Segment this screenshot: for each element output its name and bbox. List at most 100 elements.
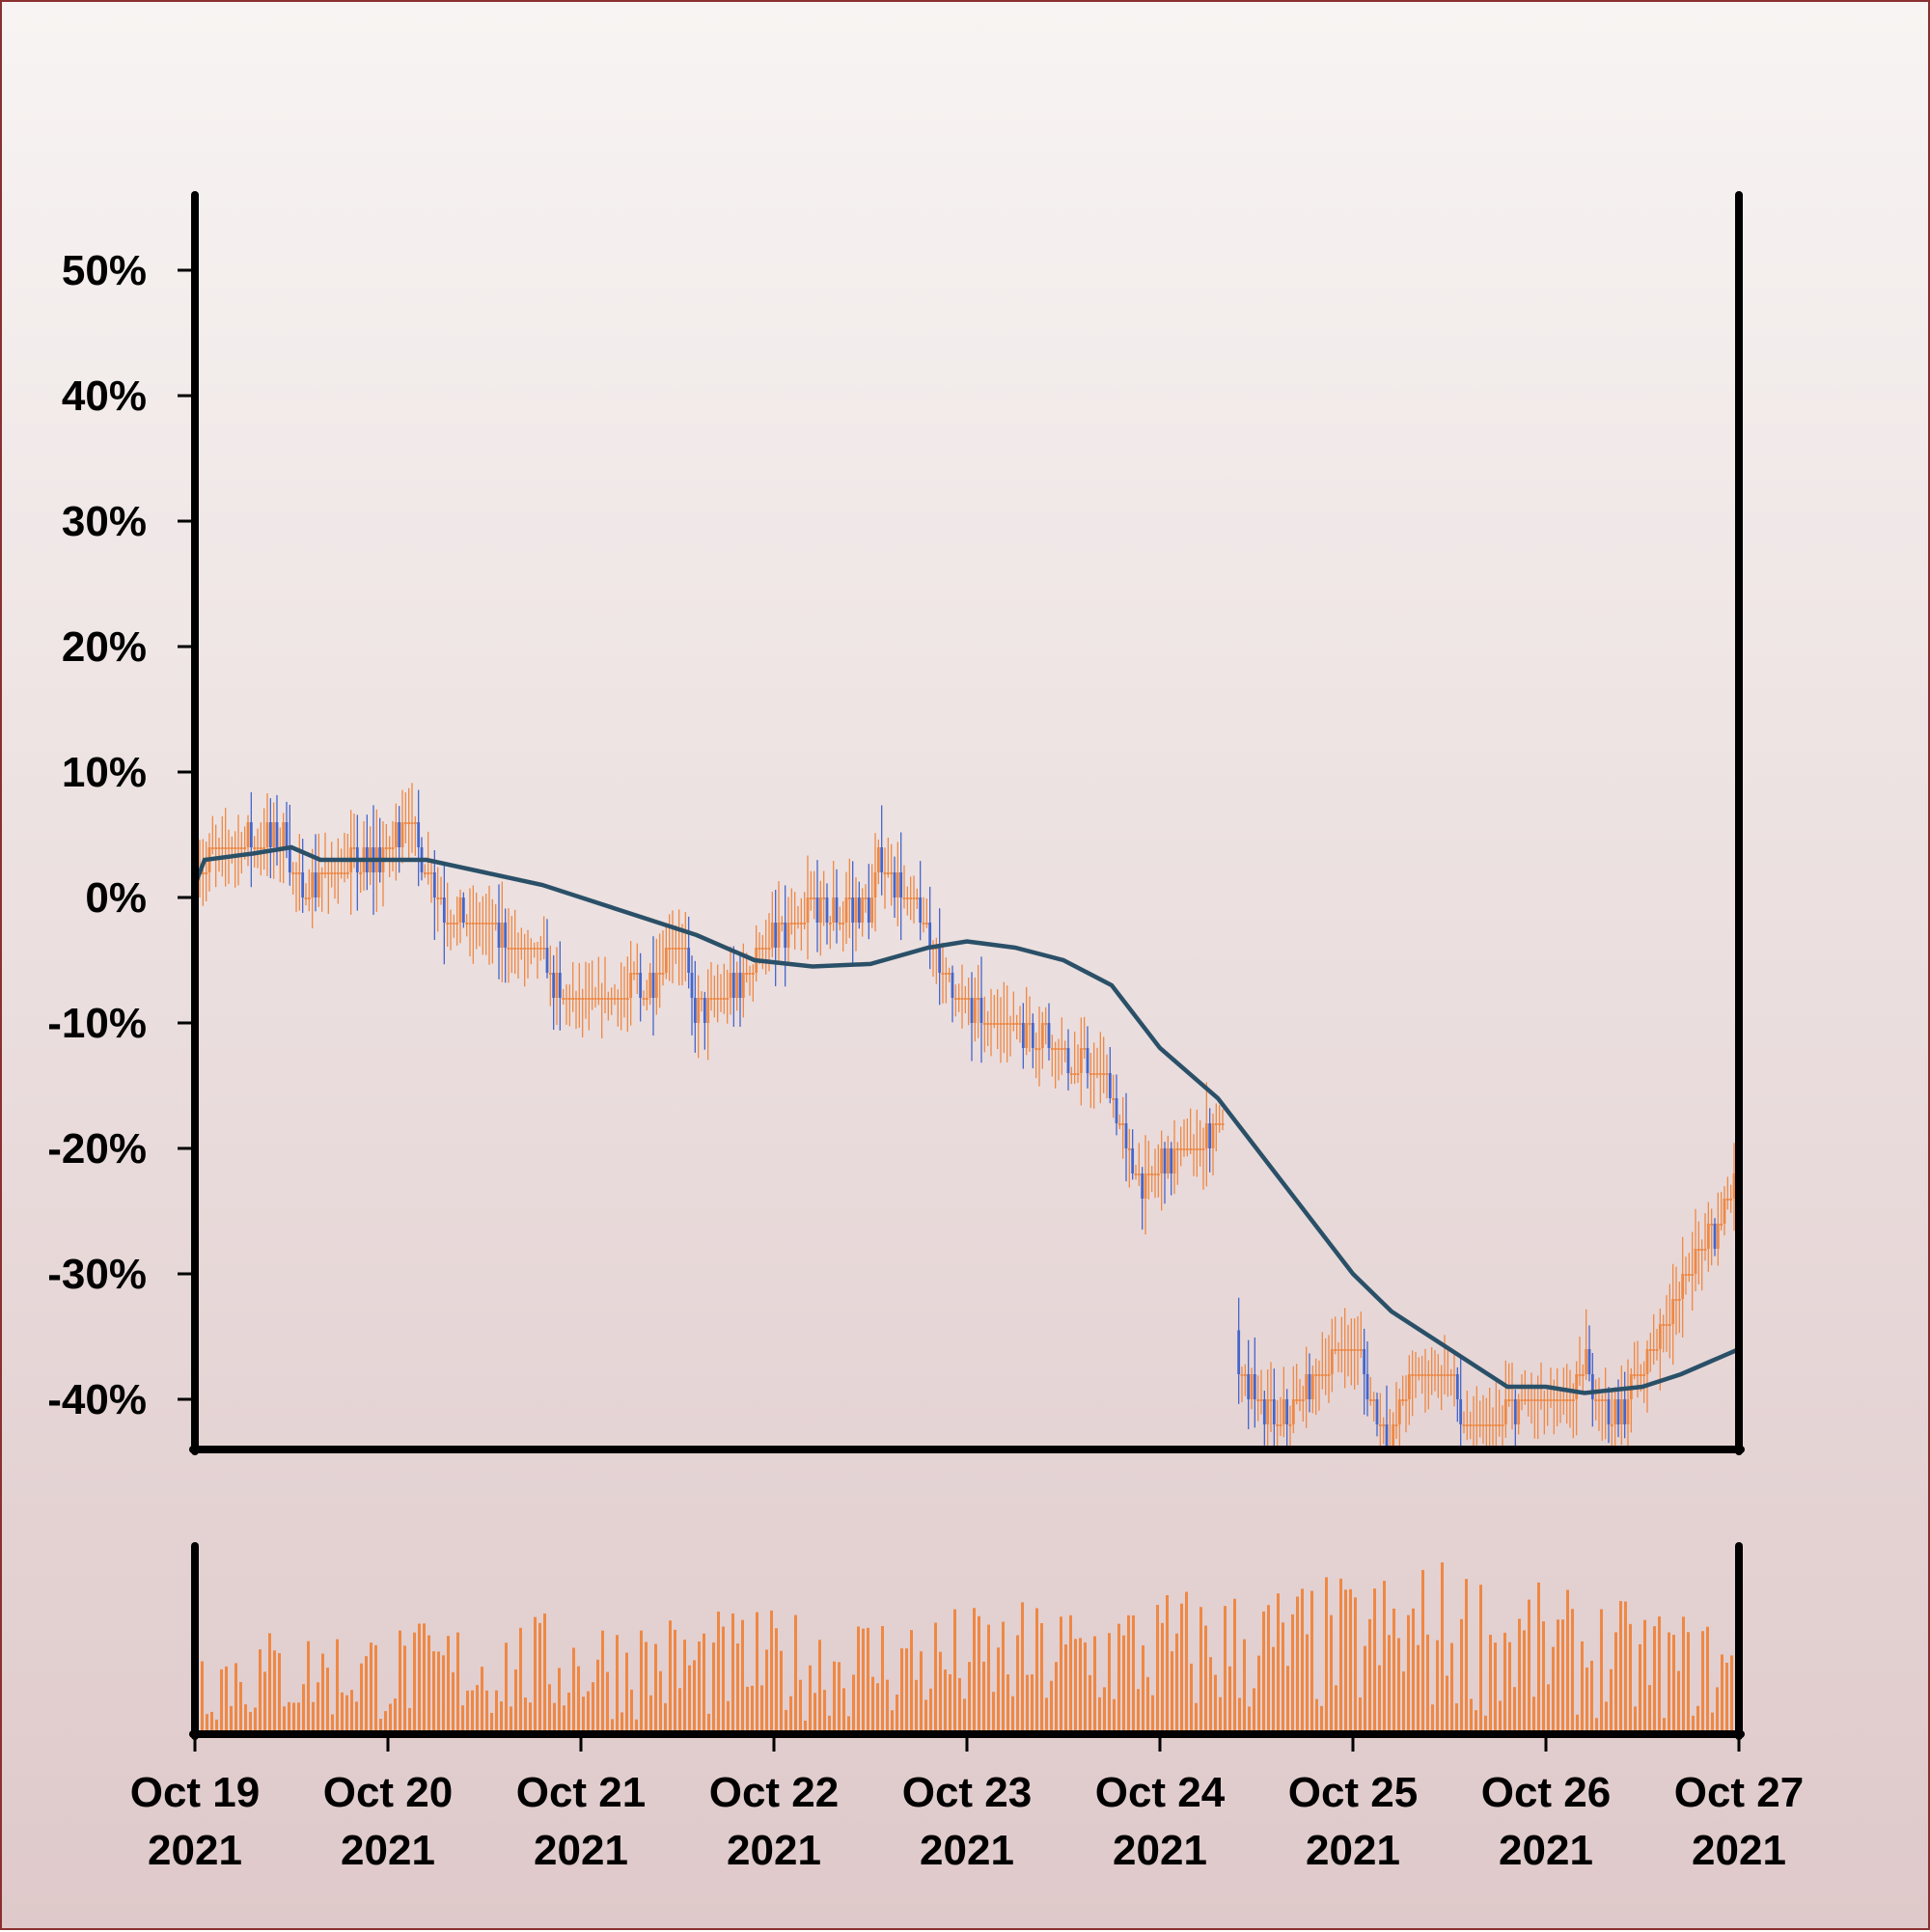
volume-bar <box>427 1635 430 1734</box>
candle-body <box>1407 1374 1411 1399</box>
volume-bar <box>635 1719 638 1734</box>
candle-body <box>1063 1048 1067 1050</box>
candle-body <box>282 822 286 847</box>
candle-body <box>461 897 465 923</box>
candle-body <box>1324 1374 1328 1376</box>
candle-body <box>565 998 568 1000</box>
candle-body <box>1513 1399 1517 1424</box>
candle-body <box>1098 1073 1102 1075</box>
candle-body <box>333 872 337 874</box>
candle-body <box>1710 1224 1714 1226</box>
candle-body <box>268 822 272 847</box>
candle-body <box>1317 1374 1321 1376</box>
x-tick-label: Oct 27 2021 <box>1674 1769 1805 1874</box>
candle-body <box>400 822 404 847</box>
candle-body <box>452 923 455 925</box>
candle-body <box>1320 1374 1324 1376</box>
volume-bar <box>1175 1633 1178 1734</box>
candle-body <box>1501 1424 1504 1426</box>
candle-body <box>864 897 868 899</box>
volume-bar <box>1479 1585 1482 1734</box>
candle-body <box>625 998 629 1000</box>
volume-bar <box>847 1716 850 1734</box>
candle-body <box>857 897 861 923</box>
volume-bar <box>1373 1588 1376 1734</box>
volume-bar <box>968 1662 971 1734</box>
candle-body <box>1430 1374 1434 1376</box>
candle-body <box>1472 1424 1475 1426</box>
volume-bar <box>230 1705 233 1734</box>
volume-bar <box>437 1651 440 1734</box>
candle-body <box>726 998 730 1000</box>
volume-bar <box>432 1651 435 1734</box>
candle-body <box>703 998 706 1023</box>
candle-body <box>1134 1173 1138 1175</box>
candle-body <box>407 822 411 824</box>
candle-body <box>828 923 832 925</box>
candle-body <box>1568 1399 1572 1401</box>
volume-bar <box>1190 1663 1193 1734</box>
candle-body <box>1684 1274 1688 1276</box>
volume-bar <box>341 1692 344 1734</box>
candle-body <box>1729 1199 1733 1201</box>
candle-body <box>938 948 942 973</box>
candle-body <box>429 872 433 874</box>
candle-body <box>693 998 697 1023</box>
candle-body <box>813 897 816 899</box>
candle-body <box>439 897 443 899</box>
candle-body <box>272 822 276 847</box>
volume-bar <box>543 1613 546 1734</box>
candle-body <box>253 847 257 849</box>
candle-body <box>1028 1023 1032 1025</box>
candle-body <box>680 948 684 950</box>
volume-bar <box>1658 1615 1661 1734</box>
volume-bar <box>611 1719 614 1734</box>
candle-body <box>1706 1224 1710 1249</box>
candle-body <box>1716 1224 1720 1249</box>
volume-bar <box>201 1661 204 1734</box>
candle-body <box>651 973 655 998</box>
candle-body <box>909 897 913 899</box>
volume-bar <box>1605 1701 1608 1734</box>
candle-body <box>1556 1399 1559 1401</box>
candle-body <box>1613 1399 1617 1424</box>
volume-bar <box>1668 1632 1670 1734</box>
volume-bar <box>408 1707 411 1734</box>
candle-body <box>973 998 977 1023</box>
volume-bar <box>1195 1702 1198 1734</box>
candle-body <box>1581 1374 1585 1376</box>
candle-body <box>567 998 571 1000</box>
candle-body <box>1420 1374 1424 1376</box>
volume-bar <box>973 1608 976 1734</box>
volume-bar <box>1330 1615 1333 1734</box>
volume-bar <box>813 1693 816 1734</box>
volume-bar <box>1557 1619 1559 1734</box>
candle-body <box>996 1023 1000 1025</box>
candle-body <box>230 847 234 849</box>
candle-body <box>314 872 317 897</box>
candle-body <box>1288 1424 1292 1426</box>
candle-body <box>1723 1199 1726 1224</box>
candle-body <box>1558 1399 1562 1401</box>
volume-bar <box>350 1690 353 1734</box>
volume-bar <box>1243 1639 1246 1734</box>
candle-body <box>468 923 472 925</box>
volume-bar <box>727 1700 730 1734</box>
candle-body <box>793 923 797 925</box>
volume-bar <box>775 1628 778 1734</box>
candle-body <box>610 998 614 1000</box>
candle-body <box>1079 1048 1083 1073</box>
volume-bar <box>751 1685 754 1734</box>
volume-bar <box>1663 1718 1666 1734</box>
volume-bar <box>553 1702 556 1734</box>
candle-body <box>1449 1374 1453 1376</box>
candle-body <box>545 948 549 973</box>
candle-body <box>760 948 764 950</box>
volume-bar <box>413 1632 416 1734</box>
candle-body <box>1578 1374 1582 1376</box>
candle-body <box>1356 1349 1360 1351</box>
candle-body <box>1086 1048 1089 1073</box>
candle-body <box>1681 1274 1685 1299</box>
candle-body <box>301 872 305 897</box>
volume-bar <box>1171 1651 1173 1734</box>
